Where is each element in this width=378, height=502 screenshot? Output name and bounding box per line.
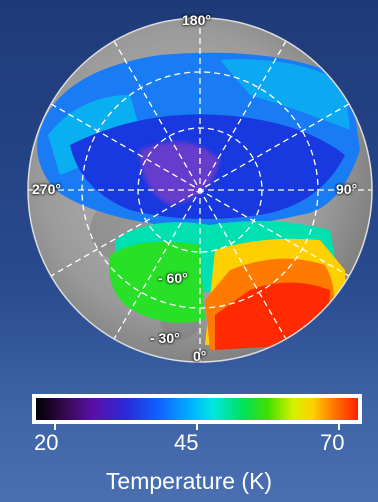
colorbar-tick-label-mid: 45 (174, 430, 199, 455)
map-border (27, 17, 373, 363)
colorbar-gradient (36, 398, 358, 420)
colorbar-tick-70 (338, 424, 340, 430)
longitude-label-180: 180° (182, 12, 211, 28)
graticule (28, 18, 372, 362)
colorbar (32, 394, 362, 424)
colorbar-title: Temperature (K) (105, 468, 273, 494)
colorbar-tick-label-min: 20 (34, 430, 59, 455)
colorbar-tick-20 (54, 424, 56, 430)
latitude-label-60: - 60° (158, 270, 188, 286)
latitude-label-30: - 30° (150, 330, 180, 346)
colorbar-tick-label-max: 70 (320, 430, 345, 455)
polar-map (27, 17, 373, 363)
longitude-label-270: 270° (32, 181, 61, 197)
longitude-label-90: 90° (336, 181, 358, 197)
longitude-label-0: 0° (193, 348, 207, 364)
colorbar-tick-45 (196, 424, 198, 430)
